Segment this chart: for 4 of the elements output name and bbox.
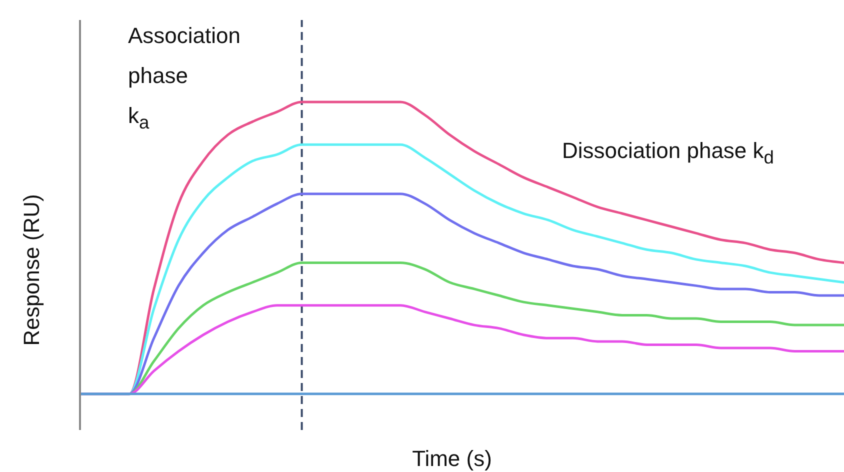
y-axis-title: Response (RU) bbox=[19, 194, 45, 346]
annotation: Association phase k$_{a}$ bbox=[128, 22, 242, 134]
x-axis-title: Time (s) bbox=[412, 446, 492, 472]
annotation: Dissociation phase k$_{d}$ bbox=[562, 138, 774, 168]
